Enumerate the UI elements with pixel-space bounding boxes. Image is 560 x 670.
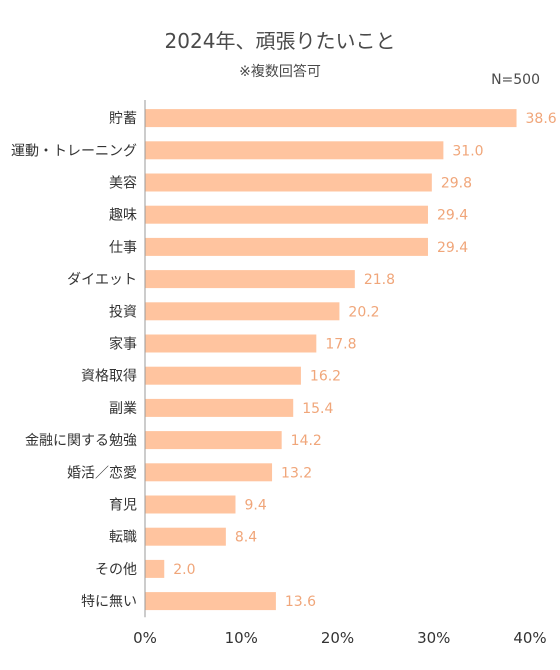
x-tick-label: 20% bbox=[321, 629, 354, 647]
value-label: 29.8 bbox=[441, 176, 472, 192]
x-tick-label: 10% bbox=[225, 629, 258, 647]
category-label: 副業 bbox=[109, 401, 137, 417]
category-label: 家事 bbox=[109, 336, 137, 353]
category-label: 金融に関する勉強 bbox=[25, 433, 137, 449]
bar bbox=[145, 334, 317, 353]
value-label: 9.4 bbox=[244, 498, 266, 514]
bars-group bbox=[145, 109, 517, 611]
value-label: 31.0 bbox=[452, 143, 483, 159]
category-label: ダイエット bbox=[67, 272, 137, 288]
category-label: 特に無い bbox=[81, 594, 137, 610]
bar bbox=[145, 270, 355, 289]
bar bbox=[145, 366, 301, 385]
value-label: 13.6 bbox=[285, 594, 316, 610]
category-label: 仕事 bbox=[109, 240, 137, 256]
value-label: 13.2 bbox=[281, 465, 312, 481]
value-label: 29.4 bbox=[437, 240, 468, 256]
value-label: 15.4 bbox=[302, 401, 333, 417]
chart-subtitle: ※複数回答可 bbox=[239, 63, 321, 80]
bar bbox=[145, 109, 517, 128]
category-label: 貯蓄 bbox=[109, 111, 137, 127]
x-tick-label: 0% bbox=[133, 629, 157, 647]
value-labels-group: 38.6 31.0 29.8 29.4 29.4 21.8 20.2 17.8 16.2 15.4… bbox=[173, 111, 557, 610]
value-label: 2.0 bbox=[173, 562, 195, 578]
category-label: 資格取得 bbox=[81, 368, 137, 385]
value-label: 17.8 bbox=[325, 337, 356, 353]
bar bbox=[145, 559, 165, 578]
bar bbox=[145, 431, 282, 450]
bar bbox=[145, 302, 340, 321]
value-label: 20.2 bbox=[348, 304, 379, 320]
category-label: その他 bbox=[95, 562, 137, 578]
category-label: 投資 bbox=[109, 304, 137, 320]
bar bbox=[145, 495, 236, 514]
bar bbox=[145, 592, 276, 611]
bar bbox=[145, 205, 428, 224]
value-label: 38.6 bbox=[526, 111, 557, 127]
value-label: 14.2 bbox=[291, 433, 322, 449]
bar bbox=[145, 527, 226, 546]
category-label: 育児 bbox=[109, 498, 137, 514]
bar bbox=[145, 237, 428, 256]
x-tick-label: 30% bbox=[417, 629, 450, 647]
category-label: 転職 bbox=[109, 530, 137, 546]
x-axis-ticks-group: 0% 10% 20% 30% 40% bbox=[133, 629, 547, 647]
category-labels-group: 貯蓄運動・トレーニング美容趣味仕事ダイエット投資家事資格取得副業金融に関する勉強… bbox=[11, 111, 137, 610]
bar bbox=[145, 141, 444, 160]
value-label: 29.4 bbox=[437, 208, 468, 224]
bar bbox=[145, 463, 273, 482]
bar bbox=[145, 398, 294, 417]
category-label: 美容 bbox=[109, 175, 137, 192]
bar bbox=[145, 173, 432, 192]
value-label: 16.2 bbox=[310, 369, 341, 385]
chart-title: 2024年、頑張りたいこと bbox=[165, 29, 396, 53]
category-label: 婚活／恋愛 bbox=[67, 464, 137, 481]
category-label: 趣味 bbox=[109, 208, 137, 224]
value-label: 21.8 bbox=[364, 272, 395, 288]
category-label: 運動・トレーニング bbox=[11, 143, 137, 159]
sample-size-note: N=500 bbox=[491, 72, 540, 88]
value-label: 8.4 bbox=[235, 530, 257, 546]
x-tick-label: 40% bbox=[513, 629, 546, 647]
